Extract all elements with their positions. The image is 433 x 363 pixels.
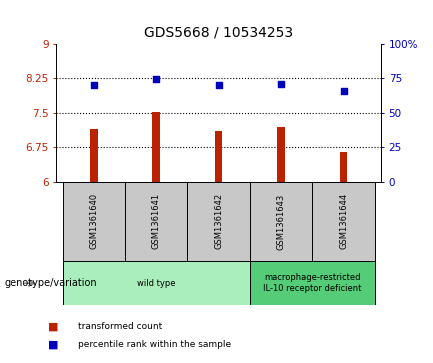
Bar bbox=[90, 129, 97, 182]
Point bbox=[153, 77, 160, 82]
Bar bbox=[312, 182, 375, 261]
Bar bbox=[62, 182, 125, 261]
Bar bbox=[250, 182, 312, 261]
Text: transformed count: transformed count bbox=[78, 322, 162, 331]
Point bbox=[340, 88, 347, 94]
Text: GSM1361642: GSM1361642 bbox=[214, 193, 223, 249]
Text: GSM1361641: GSM1361641 bbox=[152, 193, 161, 249]
Text: ■: ■ bbox=[48, 340, 58, 350]
Text: wild type: wild type bbox=[137, 279, 175, 287]
Text: GSM1361640: GSM1361640 bbox=[89, 193, 98, 249]
Point bbox=[278, 81, 284, 86]
Bar bbox=[125, 182, 187, 261]
Text: percentile rank within the sample: percentile rank within the sample bbox=[78, 340, 231, 349]
Bar bbox=[187, 182, 250, 261]
Bar bbox=[250, 261, 375, 305]
Text: GSM1361644: GSM1361644 bbox=[339, 193, 348, 249]
Bar bbox=[340, 152, 347, 182]
Bar bbox=[215, 131, 223, 182]
Bar bbox=[152, 111, 160, 182]
Text: genotype/variation: genotype/variation bbox=[4, 278, 97, 288]
Bar bbox=[62, 261, 250, 305]
Point bbox=[90, 82, 97, 88]
Text: macrophage-restricted
IL-10 receptor deficient: macrophage-restricted IL-10 receptor def… bbox=[263, 273, 362, 293]
Text: ■: ■ bbox=[48, 322, 58, 332]
Text: GSM1361643: GSM1361643 bbox=[277, 193, 286, 249]
Bar bbox=[278, 127, 285, 182]
Title: GDS5668 / 10534253: GDS5668 / 10534253 bbox=[144, 26, 293, 40]
Point bbox=[215, 82, 222, 88]
